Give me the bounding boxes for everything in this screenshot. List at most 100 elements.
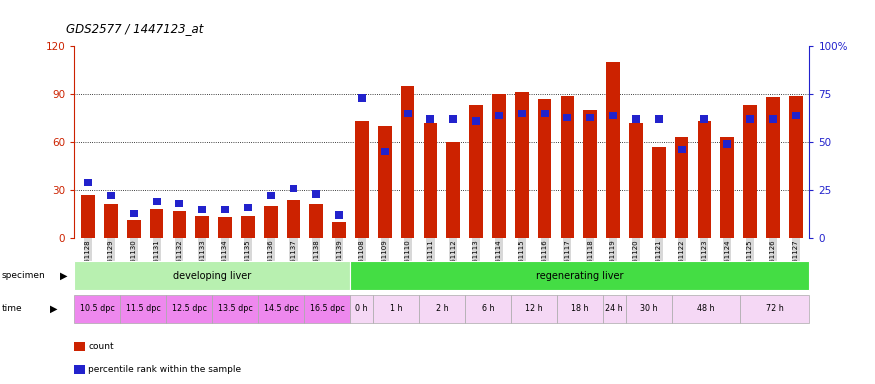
Bar: [74, 295, 121, 323]
Bar: [350, 295, 373, 323]
Bar: [743, 105, 757, 238]
Bar: [792, 112, 800, 119]
Bar: [335, 212, 343, 218]
Bar: [381, 148, 388, 155]
Text: 24 h: 24 h: [606, 305, 623, 313]
Text: 6 h: 6 h: [481, 305, 494, 313]
Bar: [218, 217, 232, 238]
Bar: [121, 295, 166, 323]
Bar: [556, 295, 603, 323]
Bar: [626, 295, 672, 323]
Text: GDS2577 / 1447123_at: GDS2577 / 1447123_at: [66, 22, 203, 35]
Text: 0 h: 0 h: [355, 305, 367, 313]
Bar: [401, 86, 415, 238]
Bar: [258, 295, 304, 323]
Bar: [564, 114, 571, 121]
Bar: [672, 295, 740, 323]
Bar: [469, 105, 483, 238]
Bar: [424, 123, 438, 238]
Bar: [746, 116, 754, 122]
Bar: [789, 96, 802, 238]
Bar: [104, 204, 118, 238]
Bar: [606, 62, 620, 238]
Text: 18 h: 18 h: [571, 305, 589, 313]
Bar: [561, 96, 574, 238]
Bar: [584, 110, 597, 238]
Text: 12 h: 12 h: [525, 305, 542, 313]
Bar: [172, 211, 186, 238]
Bar: [267, 192, 275, 199]
Bar: [697, 121, 711, 238]
Bar: [700, 116, 709, 122]
Bar: [304, 295, 350, 323]
Bar: [166, 295, 213, 323]
Text: percentile rank within the sample: percentile rank within the sample: [88, 365, 242, 374]
Bar: [127, 220, 141, 238]
Bar: [221, 206, 229, 213]
Bar: [287, 200, 300, 238]
Bar: [150, 209, 164, 238]
Bar: [130, 210, 137, 217]
Bar: [675, 137, 689, 238]
Bar: [632, 116, 640, 122]
Bar: [350, 261, 809, 290]
Bar: [264, 206, 277, 238]
Text: 13.5 dpc: 13.5 dpc: [218, 305, 253, 313]
Bar: [152, 198, 160, 205]
Text: developing liver: developing liver: [173, 270, 251, 281]
Text: 1 h: 1 h: [389, 305, 402, 313]
Bar: [81, 195, 94, 238]
Bar: [514, 93, 528, 238]
Bar: [465, 295, 511, 323]
Text: specimen: specimen: [2, 271, 45, 280]
Bar: [213, 295, 258, 323]
Bar: [290, 185, 298, 192]
Bar: [195, 216, 209, 238]
Bar: [244, 204, 252, 211]
Bar: [586, 114, 594, 121]
Text: 2 h: 2 h: [436, 305, 448, 313]
Bar: [449, 116, 458, 122]
Bar: [84, 179, 92, 186]
Text: time: time: [2, 305, 23, 313]
Bar: [426, 116, 435, 122]
Bar: [175, 200, 184, 207]
Bar: [358, 94, 366, 101]
Bar: [419, 295, 465, 323]
Bar: [609, 112, 617, 119]
Bar: [541, 110, 549, 117]
Bar: [677, 146, 685, 153]
Bar: [766, 97, 780, 238]
Text: 30 h: 30 h: [640, 305, 657, 313]
Bar: [241, 216, 255, 238]
Bar: [355, 121, 369, 238]
Bar: [373, 295, 419, 323]
Text: 72 h: 72 h: [766, 305, 784, 313]
Bar: [310, 204, 323, 238]
Bar: [654, 116, 662, 122]
Bar: [473, 118, 480, 124]
Bar: [107, 192, 115, 199]
Bar: [769, 116, 777, 122]
Bar: [403, 110, 411, 117]
Bar: [74, 261, 350, 290]
Bar: [446, 142, 460, 238]
Bar: [724, 141, 732, 147]
Bar: [332, 222, 346, 238]
Bar: [518, 110, 526, 117]
Bar: [495, 112, 503, 119]
Text: regenerating liver: regenerating liver: [536, 270, 623, 281]
Text: 10.5 dpc: 10.5 dpc: [80, 305, 115, 313]
Bar: [378, 126, 392, 238]
Bar: [511, 295, 556, 323]
Bar: [740, 295, 809, 323]
Text: 14.5 dpc: 14.5 dpc: [263, 305, 298, 313]
Text: ▶: ▶: [60, 270, 67, 281]
Text: 12.5 dpc: 12.5 dpc: [172, 305, 206, 313]
Text: count: count: [88, 342, 114, 351]
Bar: [652, 147, 666, 238]
Text: ▶: ▶: [50, 304, 58, 314]
Text: 11.5 dpc: 11.5 dpc: [126, 305, 161, 313]
Text: 16.5 dpc: 16.5 dpc: [310, 305, 345, 313]
Text: 48 h: 48 h: [697, 305, 715, 313]
